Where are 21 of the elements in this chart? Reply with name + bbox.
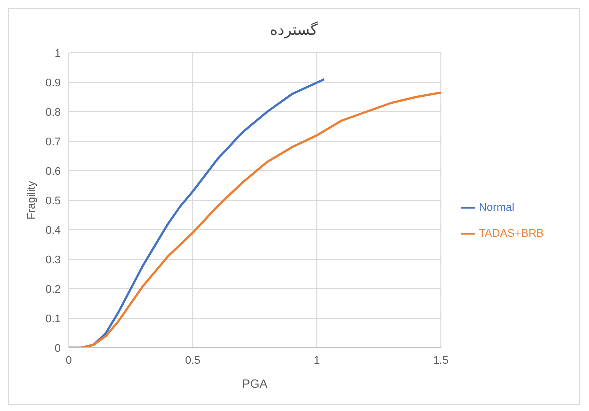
x-tick-label: 1.5	[433, 354, 449, 367]
y-tick-label: 0.9	[46, 77, 61, 90]
y-tick-label: 0.3	[46, 254, 61, 266]
y-tick-label: 0.1	[46, 313, 61, 326]
y-tick-label: 0.6	[46, 166, 61, 178]
y-tick-label: 0.5	[46, 195, 61, 208]
y-tick-label: 0.4	[46, 224, 61, 237]
y-axis-title: Fragility	[26, 180, 38, 220]
line-series	[69, 92, 442, 348]
legend-label: Normal	[479, 202, 515, 214]
x-tick-label: 0.5	[185, 354, 201, 367]
y-tick-label: 0	[54, 342, 61, 355]
legend-label: TADAS+BRB	[479, 228, 544, 240]
y-tick-label: 1	[54, 48, 61, 60]
chart-title: گسترده	[269, 21, 319, 41]
x-axis-title: PGA	[242, 377, 268, 391]
y-tick-label: 0.7	[46, 136, 61, 148]
y-tick-label: 0.8	[46, 106, 61, 119]
y-tick-label: 0.2	[46, 284, 61, 296]
x-tick-label: 0	[66, 354, 72, 367]
x-tick-label: 1	[314, 354, 320, 367]
